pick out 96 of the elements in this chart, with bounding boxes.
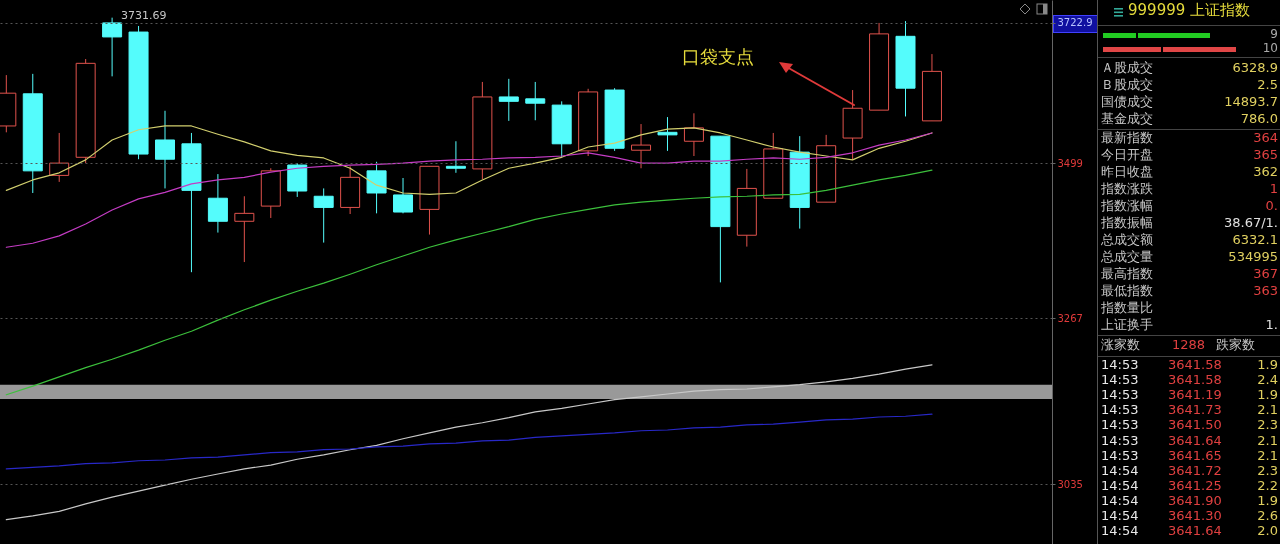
text: 3641.50 [1168,417,1222,433]
text: 总成交量 [1101,249,1153,264]
text: 14:53 [1101,432,1139,448]
y-tick-label: 3267 [1057,312,1083,324]
text: 涨家数 [1101,337,1140,352]
text: 10 [1262,41,1278,56]
y-tick-label: 3499 [1057,157,1083,169]
text: 365 [1253,147,1278,162]
text: 1. [1265,317,1278,332]
text: 14:54 [1101,492,1139,508]
text: 2.6 [1257,508,1278,523]
text: Ａ股成交 [1101,60,1153,75]
text: 2.1 [1257,432,1278,448]
text: 3641.90 [1168,492,1222,508]
line-series [5,169,933,396]
line-series [5,132,933,248]
text: 14:54 [1101,523,1139,539]
line-series [5,364,933,521]
text: 362 [1253,164,1278,179]
text: 14:53 [1101,372,1139,388]
text: 367 [1253,266,1278,281]
text: 2.1 [1257,447,1278,463]
text: 2.1 [1257,402,1278,418]
candlestick [313,187,334,244]
text: 2.4 [1257,372,1278,388]
text: 3641.72 [1168,462,1222,478]
candlestick [207,173,228,234]
text: 14:53 [1101,357,1139,372]
text: 38.67/1. [1224,215,1278,230]
text: 指数涨幅 [1101,198,1153,213]
annotation: 3731.69 [121,8,167,22]
line-series [5,413,933,470]
candlestick [155,110,175,189]
text: 363 [1253,283,1278,298]
text: 昨日收盘 [1101,164,1153,179]
text: 总成交额 [1101,232,1153,247]
text: 最低指数 [1101,283,1153,298]
text: 2.5 [1257,77,1278,92]
candlestick [234,195,255,263]
text: 14:54 [1101,477,1139,493]
text: 指数涨跌 [1101,181,1153,196]
text: 14893.7 [1224,94,1278,109]
candlestick [525,81,546,121]
text: 3641.64 [1168,432,1222,448]
text: 9 [1270,27,1278,42]
text: 2.3 [1257,462,1278,478]
text: 1 [1269,181,1278,196]
text: 2.3 [1257,417,1278,433]
candlestick [498,78,519,122]
text: 跌家数 [1216,337,1255,352]
candlestick [657,116,678,152]
text: 上证换手 [1101,317,1153,332]
candlestick [631,123,652,169]
text: 14:53 [1101,387,1139,403]
text: 14:54 [1101,462,1139,478]
candlestick [683,112,704,157]
text: 3641.64 [1168,523,1222,539]
text: 1288 [1172,337,1206,352]
y-tick-label: 3722.9 [1057,17,1093,29]
candlestick [393,177,414,214]
y-tick-label: 3035 [1057,478,1083,490]
text: 6332.1 [1232,232,1278,247]
text: 3641.65 [1168,447,1222,463]
candlestick [366,161,387,214]
text: 999999 上证指数 [1128,1,1251,19]
text: 2.0 [1257,523,1278,539]
text: Ｂ股成交 [1101,77,1153,92]
text: 14:53 [1101,417,1139,433]
text: 14:54 [1101,508,1139,523]
text: 最高指数 [1101,266,1153,281]
text: 534995 [1228,249,1278,264]
text: 指数振幅 [1101,215,1153,230]
text: 3641.25 [1168,477,1222,493]
text: 2.2 [1257,477,1278,493]
text: 3641.58 [1168,372,1222,388]
text: 14:53 [1101,447,1139,463]
candlestick [445,140,466,174]
text: 3641.30 [1168,508,1222,523]
text: 3641.58 [1168,357,1222,372]
annotation: 口袋支点 [682,46,754,67]
text: 今日开盘 [1101,147,1153,162]
text: 786.0 [1240,111,1278,126]
text: 14:53 [1101,402,1139,418]
text: 364 [1253,130,1278,145]
text: 3641.73 [1168,402,1222,418]
text: 1.9 [1257,387,1278,403]
text: 国债成交 [1101,94,1153,109]
text: 3641.19 [1168,387,1222,403]
text: 指数量比 [1101,300,1153,315]
text: 6328.9 [1232,60,1278,75]
text: 最新指数 [1101,130,1153,145]
text: 1.9 [1257,357,1278,372]
text: 基金成交 [1101,111,1153,126]
candlestick [102,17,123,77]
text: 1.9 [1257,492,1278,508]
text: 0. [1265,198,1278,213]
